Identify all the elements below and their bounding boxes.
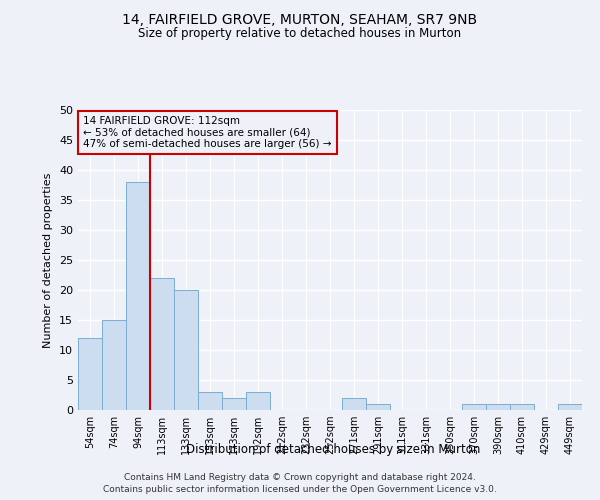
Bar [246,392,270,410]
Bar [342,398,366,410]
Bar [198,392,222,410]
Text: Distribution of detached houses by size in Murton: Distribution of detached houses by size … [186,442,480,456]
Bar [78,338,102,410]
Text: 14, FAIRFIELD GROVE, MURTON, SEAHAM, SR7 9NB: 14, FAIRFIELD GROVE, MURTON, SEAHAM, SR7… [122,12,478,26]
Bar [126,182,150,410]
Bar [102,320,126,410]
Bar [366,404,390,410]
Bar [222,398,246,410]
Bar [486,404,510,410]
Bar [150,278,174,410]
Bar [510,404,534,410]
Y-axis label: Number of detached properties: Number of detached properties [43,172,53,348]
Bar [558,404,582,410]
Text: Size of property relative to detached houses in Murton: Size of property relative to detached ho… [139,28,461,40]
Text: Contains public sector information licensed under the Open Government Licence v3: Contains public sector information licen… [103,485,497,494]
Text: Contains HM Land Registry data © Crown copyright and database right 2024.: Contains HM Land Registry data © Crown c… [124,472,476,482]
Bar [174,290,198,410]
Bar [462,404,486,410]
Text: 14 FAIRFIELD GROVE: 112sqm
← 53% of detached houses are smaller (64)
47% of semi: 14 FAIRFIELD GROVE: 112sqm ← 53% of deta… [83,116,332,149]
